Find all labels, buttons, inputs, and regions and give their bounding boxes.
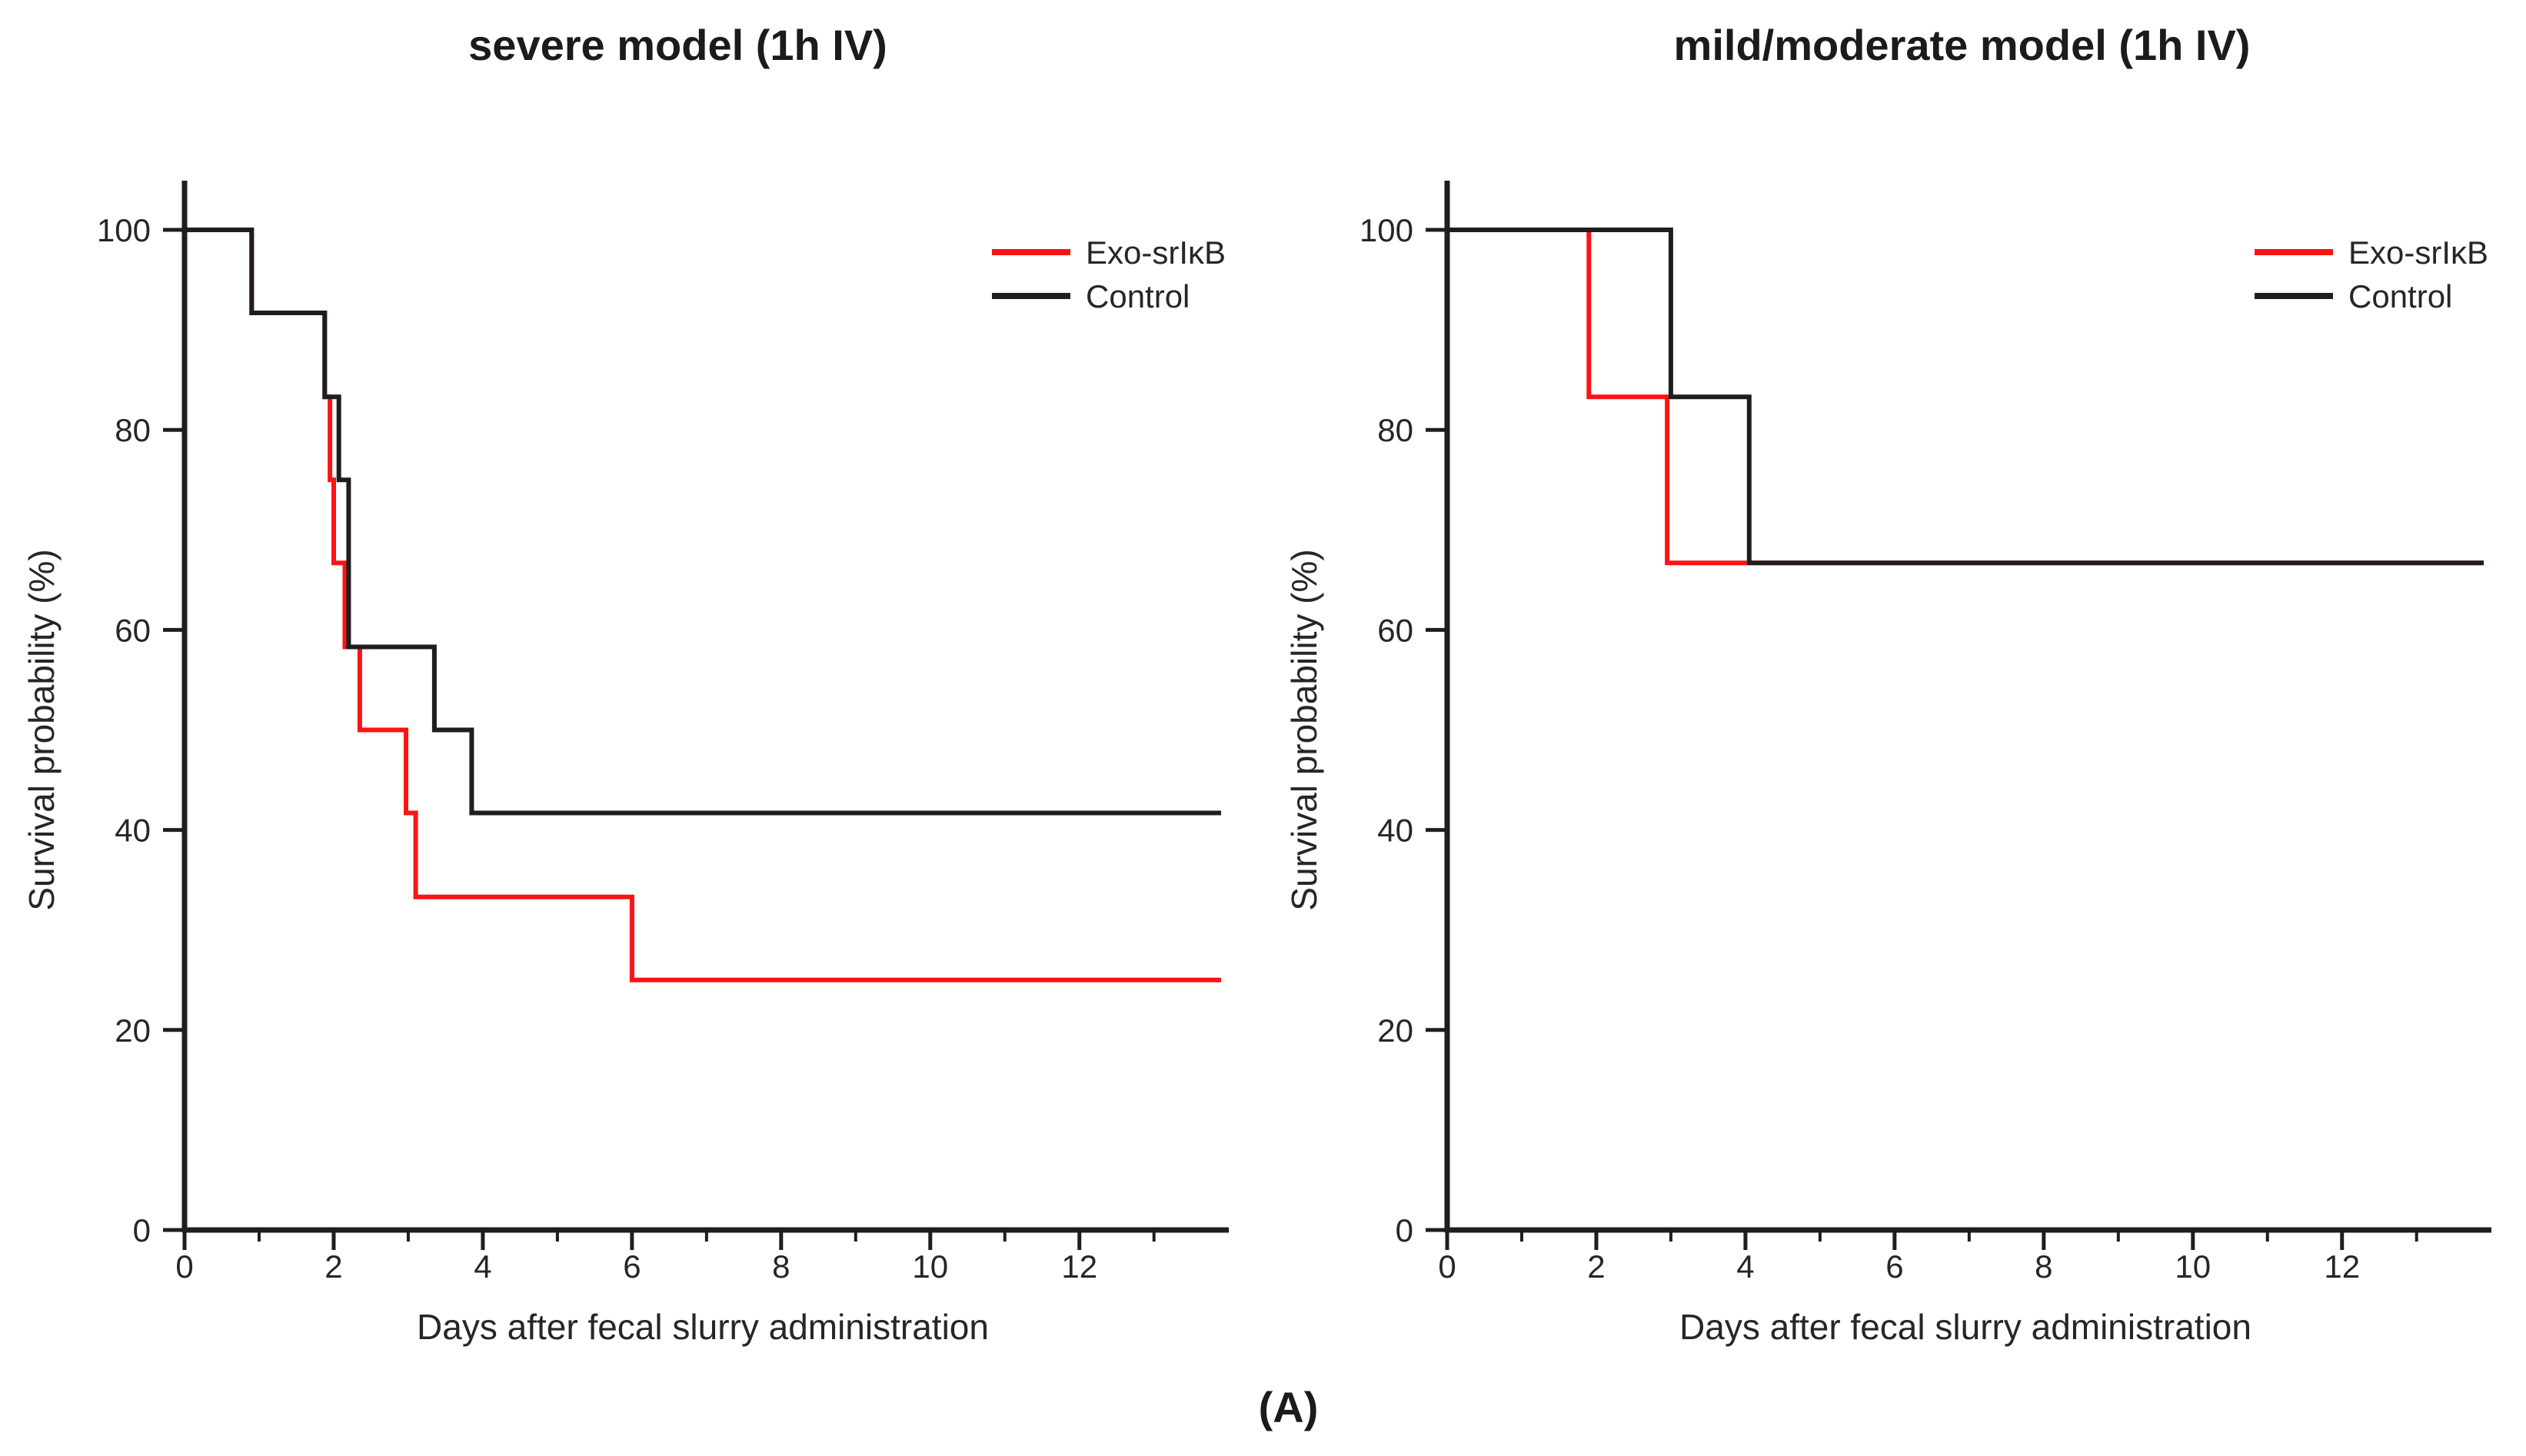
chart-title: severe model (1h IV) [468,21,887,69]
series-line-exo-srikb [185,228,1221,982]
x-axis-title: Days after fecal slurry administration [417,1307,989,1347]
x-tick-label: 4 [1736,1248,1754,1285]
series-line-exo-srikb [1447,228,2484,566]
y-tick-label: 20 [115,1012,151,1049]
y-tick-label: 60 [115,612,151,648]
x-tick-label: 6 [623,1248,641,1285]
x-tick-label: 10 [2175,1248,2211,1285]
series-line-control [185,228,1221,816]
chart-severe-model: severe model (1h IV) 0 20 40 60 80 100 0 2 4 6 8 10… [22,21,1229,1347]
x-tick-label: 12 [2324,1248,2360,1285]
y-tick-label: 40 [1377,813,1413,849]
chart-mild-moderate-model: mild/moderate model (1h IV) 0 20 40 60 80 100… [1263,0,2526,1456]
x-tick-label: 0 [175,1248,193,1285]
legend-label-control: Control [1086,278,1190,314]
x-tick-label: 8 [2035,1248,2052,1285]
y-tick-label: 100 [1360,212,1413,248]
x-tick-label: 2 [1587,1248,1605,1285]
y-tick-label: 0 [1396,1212,1413,1248]
y-tick-label: 20 [1377,1012,1413,1049]
legend-label-exo-srikb: Exo-srIκB [2348,234,2488,271]
panel-label: (A) [1258,1383,1319,1431]
x-tick-label: 10 [912,1248,948,1285]
y-tick-label: 0 [133,1212,151,1248]
y-tick-label: 100 [97,212,151,248]
y-tick-label: 60 [1377,612,1413,648]
x-tick-label: 6 [1885,1248,1903,1285]
series-line-control [1447,228,2484,566]
x-tick-label: 4 [474,1248,491,1285]
y-axis-title: Survival probability (%) [22,549,62,910]
x-tick-label: 8 [772,1248,790,1285]
y-tick-label: 80 [1377,412,1413,448]
x-tick-label: 0 [1438,1248,1456,1285]
legend-label-control: Control [2348,278,2452,314]
mild-moderate-model-survival-chart: 0 20 40 60 80 100 0 2 4 6 8 10 12 Days after fecal sl… [1284,181,2491,1347]
y-tick-label: 40 [115,813,151,849]
legend-label-exo-srikb: Exo-srIκB [1086,234,1226,271]
severe-model-survival-chart: 0 20 40 60 80 100 0 2 4 6 8 10 12 Days after fecal sl… [22,181,1229,1347]
x-tick-label: 12 [1061,1248,1097,1285]
x-axis-title: Days after fecal slurry administration [1679,1307,2251,1347]
x-tick-label: 2 [324,1248,342,1285]
y-axis-title: Survival probability (%) [1284,549,1324,910]
y-tick-label: 80 [115,412,151,448]
chart-title: mild/moderate model (1h IV) [1673,21,2251,69]
